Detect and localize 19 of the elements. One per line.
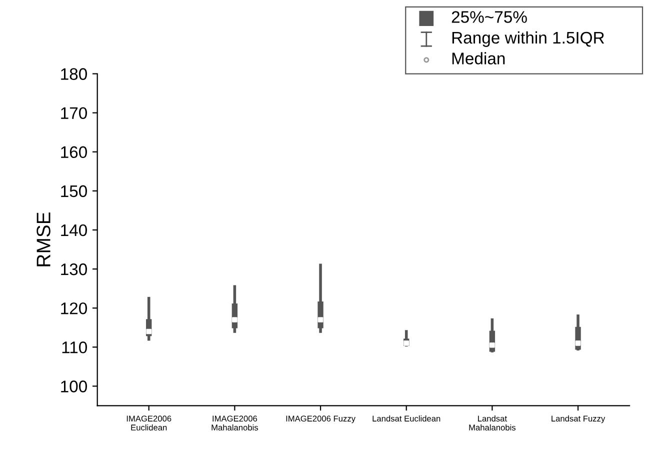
y-tick-label: 120 — [61, 302, 87, 314]
x-tick-label: Landsat Euclidean — [372, 415, 440, 422]
y-axis-title: RMSE — [36, 212, 50, 266]
y-tick-label: 140 — [61, 224, 87, 236]
y-tick-label: 100 — [61, 380, 87, 392]
text: Range within 1.5IQR — [452, 31, 604, 47]
x-tick-label: Landsat Fuzzy — [552, 415, 606, 424]
x-tick-label: IMAGE2006 Euclidean — [126, 416, 172, 430]
y-tick-label: 160 — [61, 146, 87, 158]
x-tick-label: IMAGE2006 Fuzzy — [286, 416, 356, 424]
x-tick-label: Landsat Mahalanobis — [469, 415, 516, 430]
y-tick-label: 130 — [61, 263, 87, 276]
text: Median — [452, 52, 505, 64]
y-tick-label: 180 — [61, 68, 87, 80]
y-tick-label: 110 — [62, 342, 87, 354]
y-tick-label: 170 — [61, 107, 87, 120]
x-tick-label: IMAGE2006 Mahalanobis — [212, 416, 258, 430]
text: 25%~75% — [452, 11, 527, 23]
y-tick-label: 150 — [61, 185, 87, 198]
